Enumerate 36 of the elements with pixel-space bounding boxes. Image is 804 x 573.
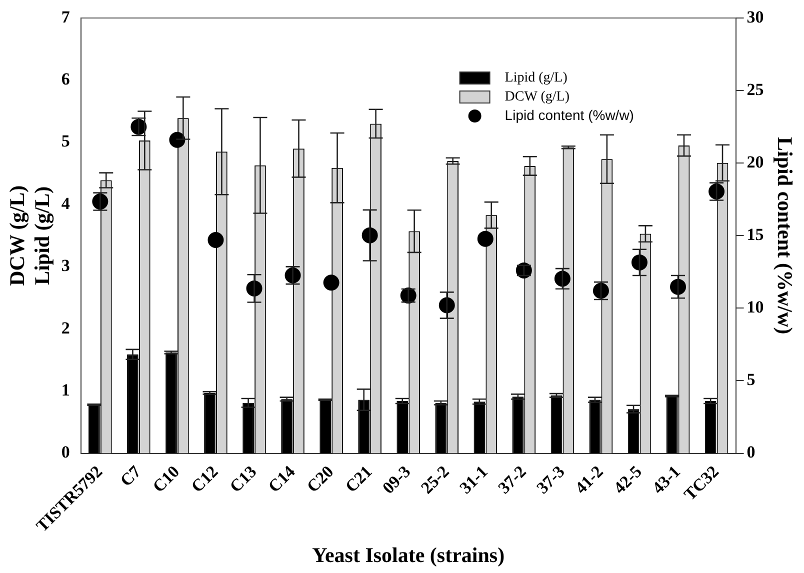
y2-tick-label: 15 bbox=[746, 225, 764, 244]
x-tick-label: 37-3 bbox=[532, 462, 568, 498]
y-tick-label: 6 bbox=[61, 70, 70, 89]
y-tick-label: 4 bbox=[61, 194, 70, 213]
y-tick-label: 0 bbox=[61, 442, 70, 462]
x-tick-label: C21 bbox=[342, 462, 376, 496]
y2-tick-label: 0 bbox=[746, 442, 756, 462]
x-tick-label: C10 bbox=[149, 462, 184, 496]
y2-tick-label: 5 bbox=[746, 370, 756, 390]
x-tick-label: 37-2 bbox=[494, 462, 530, 498]
y2-tick-label: 10 bbox=[746, 298, 764, 317]
x-tick-label: 31-1 bbox=[456, 462, 492, 498]
legend-label: DCW (g/L) bbox=[504, 90, 570, 105]
y-tick-label: 2 bbox=[61, 318, 70, 338]
y2-tick-label: 20 bbox=[746, 152, 764, 172]
y-tick-label: 7 bbox=[61, 7, 70, 26]
x-axis-title: Yeast Isolate (strains) bbox=[312, 542, 505, 567]
legend-label: Lipid (g/L) bbox=[504, 70, 568, 86]
y-tick-label: 1 bbox=[61, 380, 70, 400]
x-tick-label: C20 bbox=[303, 462, 338, 496]
x-tick-label: 25-2 bbox=[417, 462, 453, 498]
y-tick-label: 5 bbox=[61, 132, 70, 151]
x-tick-label: C12 bbox=[188, 462, 222, 496]
y2-tick-label: 30 bbox=[746, 7, 764, 26]
y2-axis-title: Lipid content (%w/w) bbox=[772, 137, 797, 334]
x-tick-label: C13 bbox=[226, 462, 260, 496]
x-tick-label: 09-3 bbox=[378, 462, 414, 498]
y-tick-label: 3 bbox=[61, 256, 70, 276]
y-axis-title: DCW (g/L) Lipid (g/L) bbox=[5, 185, 54, 286]
y2-tick-label: 25 bbox=[746, 80, 764, 99]
x-tick-label: 42-5 bbox=[610, 462, 646, 498]
legend-label: Lipid content (%w/w) bbox=[504, 106, 634, 123]
x-tick-label: C14 bbox=[264, 462, 300, 496]
x-tick-label: 43-1 bbox=[648, 462, 684, 498]
x-tick-label: 41-2 bbox=[571, 462, 607, 498]
x-tick-label: C7 bbox=[116, 462, 145, 490]
